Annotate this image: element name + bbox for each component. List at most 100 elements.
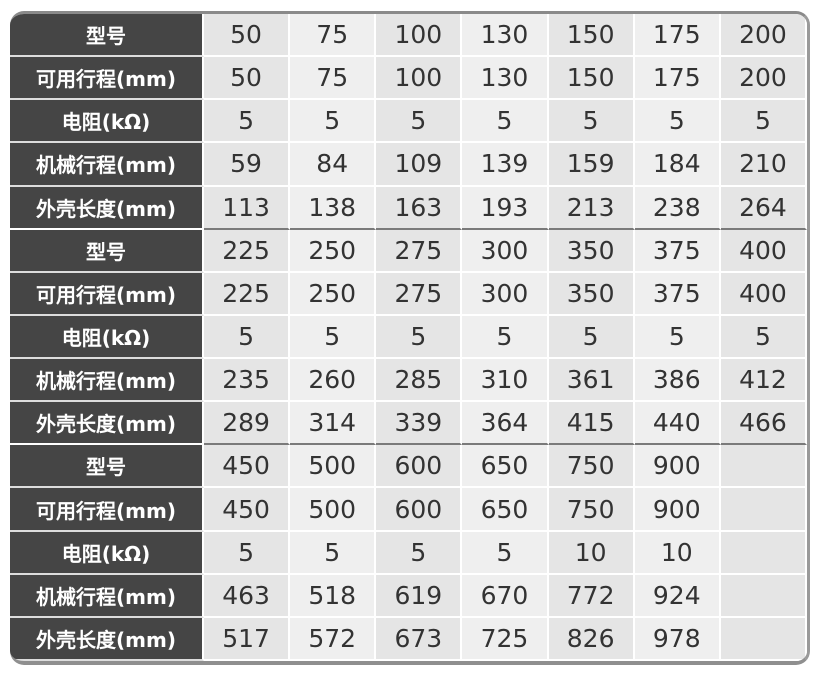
table-cell: 150 <box>548 14 635 58</box>
table-cell: 5 <box>204 100 291 144</box>
table-cell: 314 <box>290 402 377 446</box>
table-cell: 275 <box>376 272 463 316</box>
table-cell <box>720 617 807 661</box>
table-cell: 150 <box>548 57 635 101</box>
table-cell: 572 <box>290 617 377 661</box>
table-cell: 400 <box>720 229 807 273</box>
table-cell: 175 <box>634 57 721 101</box>
row-header: 外壳长度(mm) <box>10 186 204 230</box>
table-cell: 50 <box>204 57 291 101</box>
row-header: 可用行程(mm) <box>10 272 204 316</box>
table-cell: 600 <box>376 488 463 532</box>
table-cell: 193 <box>462 186 549 230</box>
table-cell: 275 <box>376 229 463 273</box>
table-cell: 673 <box>376 617 463 661</box>
table-cell <box>720 531 807 575</box>
table-cell: 364 <box>462 402 549 446</box>
table-cell: 518 <box>290 574 377 618</box>
table-cell: 375 <box>634 229 721 273</box>
table-cell: 260 <box>290 359 377 403</box>
table-cell: 750 <box>548 488 635 532</box>
table-cell: 213 <box>548 186 635 230</box>
row-header: 机械行程(mm) <box>10 359 204 403</box>
table-cell: 200 <box>720 14 807 58</box>
row-header: 电阻(kΩ) <box>10 100 204 144</box>
table-cell: 225 <box>204 272 291 316</box>
table-cell: 5 <box>376 315 463 360</box>
row-header: 外壳长度(mm) <box>10 402 204 446</box>
table-cell: 159 <box>548 143 635 187</box>
table-cell: 5 <box>204 315 291 360</box>
table-cell: 440 <box>634 402 721 446</box>
table-cell: 517 <box>204 617 291 661</box>
row-header: 电阻(kΩ) <box>10 531 204 575</box>
table-cell: 84 <box>290 143 377 187</box>
table-cell: 250 <box>290 229 377 273</box>
table-cell: 5 <box>462 315 549 360</box>
table-cell: 300 <box>462 229 549 273</box>
table-cell: 5 <box>290 100 377 144</box>
table-cell: 350 <box>548 229 635 273</box>
table-cell: 10 <box>634 531 721 575</box>
table-cell: 75 <box>290 57 377 101</box>
row-header: 型号 <box>10 229 204 273</box>
table-cell: 450 <box>204 488 291 532</box>
table-cell: 264 <box>720 186 807 230</box>
table-cell: 772 <box>548 574 635 618</box>
table-cell: 500 <box>290 445 377 489</box>
table-cell: 978 <box>634 617 721 661</box>
table-cell: 130 <box>462 14 549 58</box>
table-cell: 400 <box>720 272 807 316</box>
row-header: 外壳长度(mm) <box>10 617 204 661</box>
table-cell: 350 <box>548 272 635 316</box>
table-cell: 5 <box>634 315 721 360</box>
table-cell: 235 <box>204 359 291 403</box>
table-cell: 139 <box>462 143 549 187</box>
table-cell: 386 <box>634 359 721 403</box>
table-cell: 375 <box>634 272 721 316</box>
table-cell: 59 <box>204 143 291 187</box>
table-cell: 5 <box>290 531 377 575</box>
table-cell: 900 <box>634 445 721 489</box>
table-cell: 466 <box>720 402 807 446</box>
table-cell: 113 <box>204 186 291 230</box>
table-cell: 100 <box>376 14 463 58</box>
table-cell: 600 <box>376 445 463 489</box>
table-cell: 412 <box>720 359 807 403</box>
table-cell <box>720 488 807 532</box>
table-cell: 500 <box>290 488 377 532</box>
table-cell: 5 <box>290 315 377 360</box>
table-cell: 5 <box>548 315 635 360</box>
row-header: 型号 <box>10 14 204 58</box>
row-header: 可用行程(mm) <box>10 57 204 101</box>
table-cell: 225 <box>204 229 291 273</box>
table-cell: 900 <box>634 488 721 532</box>
table-cell: 109 <box>376 143 463 187</box>
table-cell: 210 <box>720 143 807 187</box>
table-cell: 650 <box>462 488 549 532</box>
table-cell: 175 <box>634 14 721 58</box>
table-cell: 5 <box>462 531 549 575</box>
table-cell: 339 <box>376 402 463 446</box>
table-cell: 10 <box>548 531 635 575</box>
table-cell: 138 <box>290 186 377 230</box>
table-cell: 415 <box>548 402 635 446</box>
table-cell: 250 <box>290 272 377 316</box>
table-cell: 463 <box>204 574 291 618</box>
table-cell: 75 <box>290 14 377 58</box>
table-cell: 670 <box>462 574 549 618</box>
table-cell: 5 <box>204 531 291 575</box>
table-cell: 200 <box>720 57 807 101</box>
table-cell: 100 <box>376 57 463 101</box>
table-cell: 924 <box>634 574 721 618</box>
row-header: 电阻(kΩ) <box>10 315 204 360</box>
row-header: 型号 <box>10 445 204 489</box>
table-cell: 5 <box>634 100 721 144</box>
table-cell: 650 <box>462 445 549 489</box>
table-cell: 725 <box>462 617 549 661</box>
spec-table: 型号 50 75 100 130 150 175 200 可用行程(mm) 50 75 100 130 1… <box>10 11 810 665</box>
table-cell: 184 <box>634 143 721 187</box>
table-cell: 619 <box>376 574 463 618</box>
table-cell: 5 <box>376 531 463 575</box>
row-header: 机械行程(mm) <box>10 143 204 187</box>
